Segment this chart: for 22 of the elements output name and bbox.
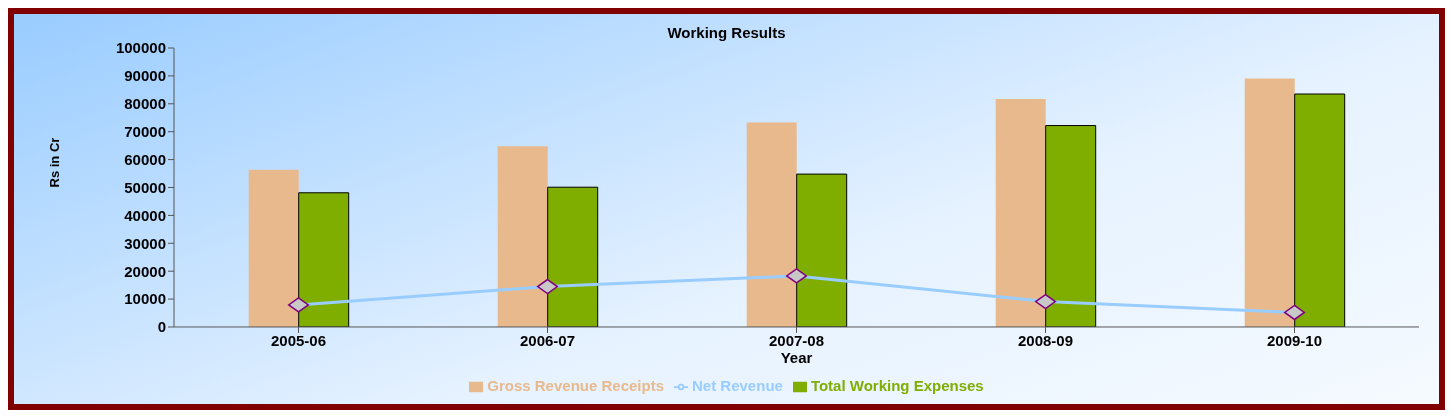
x-tick-label: 2007-08 (768, 331, 825, 349)
y-axis-title: Rs in Cr (46, 137, 62, 188)
x-tick-label: 2008-09 (1017, 331, 1074, 349)
x-axis-title: Year (780, 348, 813, 366)
y-tick-label: 90000 (124, 67, 166, 85)
y-tick-label: 100000 (115, 39, 166, 57)
legend-label: Net Revenue (692, 376, 783, 394)
y-tick-label: 20000 (124, 262, 166, 280)
x-tick-label: 2006-07 (519, 331, 576, 349)
y-tick-label: 30000 (124, 234, 166, 252)
y-tick-label: 10000 (124, 290, 166, 308)
x-tick-label: 2009-10 (1266, 331, 1323, 349)
y-tick-label: 70000 (124, 123, 166, 141)
chart-title: Working Results (666, 24, 787, 41)
y-tick-label: 60000 (124, 150, 166, 168)
x-tick-label: 2005-06 (270, 331, 327, 349)
legend-label: Total Working Expenses (810, 376, 984, 394)
legend-label: Gross Revenue Receipts (487, 376, 665, 394)
y-tick-label: 50000 (124, 178, 166, 196)
y-tick-label: 80000 (124, 95, 166, 113)
y-tick-label: 0 (157, 318, 166, 336)
y-tick-label: 40000 (124, 206, 166, 224)
